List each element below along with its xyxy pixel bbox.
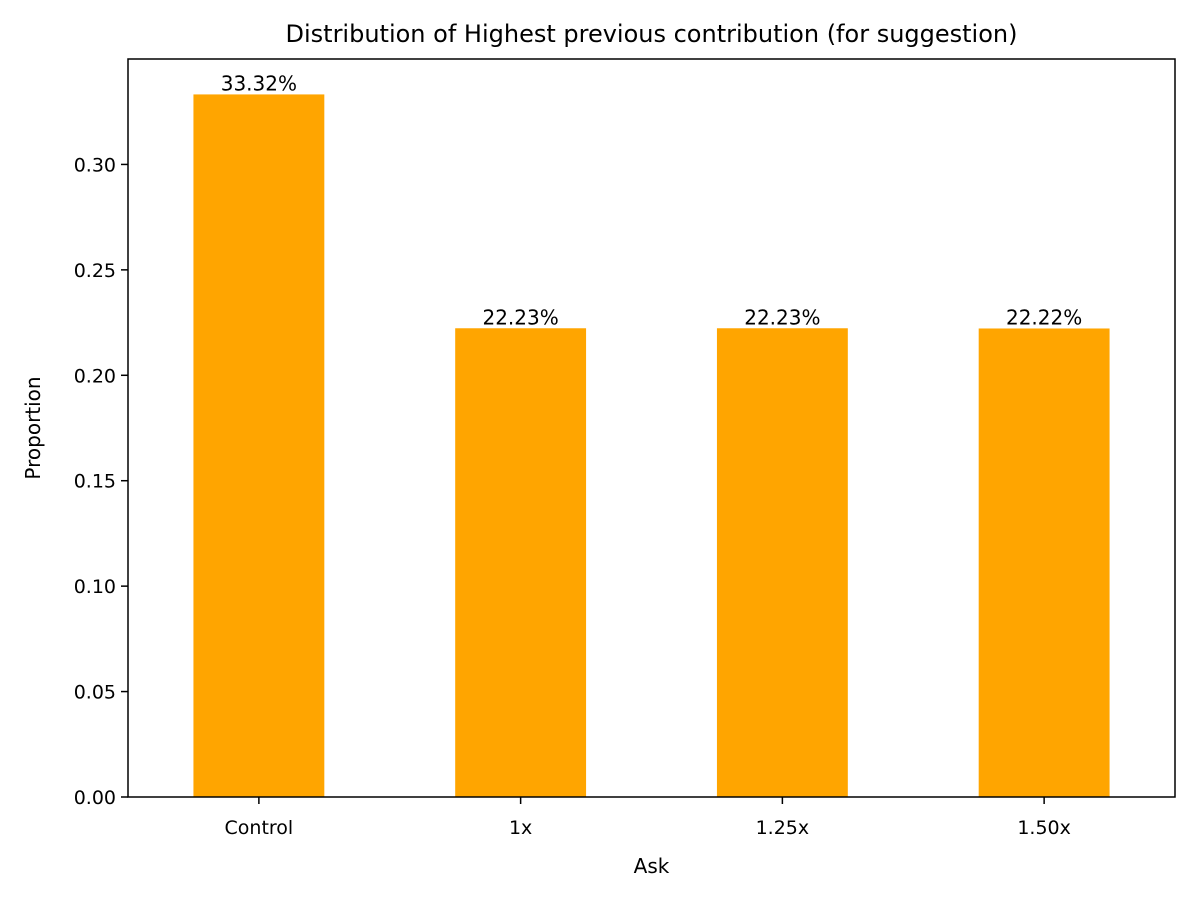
- y-tick-label-3: 0.15: [74, 471, 116, 493]
- y-tick-label-6: 0.30: [74, 154, 116, 176]
- data-label-3: 22.22%: [1006, 305, 1082, 329]
- chart-title: Distribution of Highest previous contrib…: [286, 20, 1018, 48]
- bar-0: [193, 94, 325, 798]
- data-labels-group: 33.32% 22.23% 22.23% 22.22%: [221, 71, 1083, 329]
- x-tick-label-2: 1.25x: [756, 817, 810, 839]
- bar-3: [978, 328, 1110, 797]
- y-tick-label-1: 0.05: [74, 682, 116, 704]
- data-label-0: 33.32%: [221, 71, 297, 95]
- x-axis-label: Ask: [634, 854, 670, 878]
- y-tick-label-2: 0.10: [74, 576, 116, 598]
- x-tick-label-1: 1x: [509, 817, 532, 839]
- y-tick-label-0: 0.00: [74, 787, 116, 809]
- y-tick-label-4: 0.20: [74, 365, 116, 387]
- plot-frame: [127, 58, 1176, 798]
- bar-2: [716, 328, 848, 797]
- x-axis-ticks: Control 1x 1.25x 1.50x: [225, 797, 1071, 839]
- y-axis-label: Proportion: [21, 376, 45, 479]
- x-tick-label-0: Control: [225, 817, 294, 839]
- x-tick-label-3: 1.50x: [1017, 817, 1071, 839]
- y-axis-ticks: 0.00 0.05 0.10 0.15 0.20 0.25 0.30: [74, 154, 128, 809]
- bars-group: [193, 94, 1110, 798]
- data-label-1: 22.23%: [482, 305, 558, 329]
- bar-1: [455, 328, 587, 797]
- data-label-2: 22.23%: [744, 305, 820, 329]
- y-tick-label-5: 0.25: [74, 260, 116, 282]
